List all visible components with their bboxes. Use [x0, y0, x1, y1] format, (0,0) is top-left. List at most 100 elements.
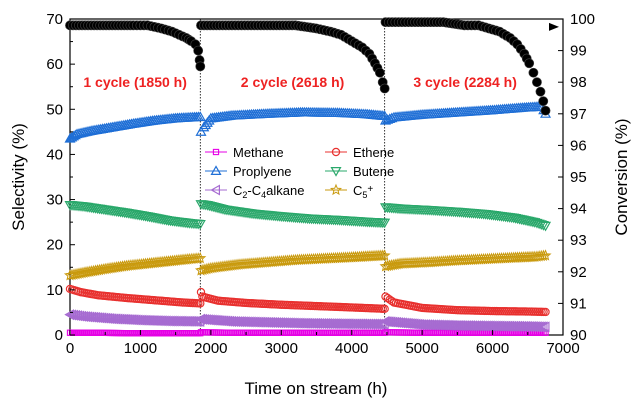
- data-point: [200, 262, 213, 275]
- data-point: [386, 112, 398, 123]
- data-point: [535, 321, 546, 333]
- data-point: [381, 292, 390, 301]
- legend-label: Methane: [233, 145, 284, 160]
- legend-item: C5+: [325, 183, 373, 200]
- plot-frame: [69, 18, 564, 336]
- x-tick-label: 7000: [546, 340, 579, 357]
- data-point: [379, 83, 390, 94]
- legend-marker: [329, 183, 343, 196]
- data-point: [388, 329, 395, 336]
- data-point: [541, 307, 550, 317]
- legend-label: C2-C4alkane: [233, 183, 304, 200]
- data-point: [539, 249, 552, 261]
- data-point: [72, 267, 85, 279]
- y-right-tick-label: 91: [570, 295, 587, 312]
- series-c2-c4alkane: [64, 309, 550, 333]
- legend-marker: [212, 148, 220, 156]
- data-point: [373, 318, 383, 330]
- legend-label: Ethene: [353, 145, 394, 160]
- data-point: [65, 268, 79, 281]
- legend-item: Methane: [205, 145, 284, 160]
- series-c5-: [63, 249, 552, 281]
- y-right-tick-label: 97: [570, 106, 587, 123]
- legend-label: Butene: [353, 164, 394, 179]
- y-left-tick-label: 70: [46, 11, 63, 28]
- data-point: [532, 77, 542, 88]
- legend-label: C5+: [353, 183, 373, 200]
- data-point: [374, 67, 385, 78]
- data-point: [375, 318, 385, 330]
- data-point: [63, 269, 77, 281]
- y-left-tick-label: 60: [46, 56, 63, 73]
- y-right-tick-label: 99: [570, 43, 587, 60]
- x-tick-label: 5000: [405, 340, 438, 357]
- data-point: [202, 262, 215, 274]
- cycle-label: 3 cycle (2284 h): [413, 74, 517, 90]
- series-proplyene: [64, 100, 552, 143]
- series-ethene: [65, 284, 550, 317]
- data-point: [535, 220, 547, 231]
- legend-item: Ethene: [325, 145, 394, 160]
- data-point: [380, 304, 389, 314]
- legend-item: Proplyene: [205, 164, 292, 179]
- cycle-label: 2 cycle (2618 h): [241, 74, 345, 90]
- data-point: [538, 96, 549, 107]
- data-point: [540, 105, 551, 116]
- y-left-tick-label: 0: [55, 327, 63, 344]
- data-point: [194, 251, 207, 264]
- data-point: [528, 67, 539, 78]
- data-point: [392, 329, 399, 336]
- data-point: [193, 45, 204, 56]
- data-point: [195, 61, 206, 72]
- data-point: [537, 221, 549, 231]
- data-point: [399, 329, 407, 336]
- data-point: [76, 266, 89, 279]
- data-point: [390, 329, 397, 336]
- data-point: [540, 221, 552, 232]
- y-right-tick-label: 92: [570, 264, 587, 281]
- data-point: [194, 264, 208, 276]
- data-point: [188, 315, 199, 327]
- data-point: [533, 321, 544, 333]
- legend-marker: [210, 165, 222, 175]
- data-point: [385, 295, 394, 304]
- y-left-tick-label: 10: [46, 282, 63, 299]
- data-point: [383, 293, 392, 303]
- data-point: [393, 329, 401, 336]
- y-axis-label-right: Conversion (%): [612, 118, 631, 235]
- x-tick-label: 4000: [335, 340, 368, 357]
- data-point: [379, 218, 391, 229]
- y-right-tick-label: 95: [570, 169, 587, 186]
- y-left-tick-label: 50: [46, 101, 63, 118]
- y-right-tick-label: 93: [570, 232, 587, 249]
- data-point: [196, 263, 209, 276]
- data-point: [70, 267, 83, 280]
- data-point: [405, 329, 412, 336]
- legend-item: Butene: [325, 164, 394, 179]
- y-right-tick-label: 96: [570, 137, 587, 154]
- y-axis-label-left: Selectivity (%): [9, 123, 28, 231]
- data-point: [395, 329, 403, 336]
- data-point: [194, 219, 206, 230]
- x-tick-label: 2000: [194, 340, 227, 357]
- y-right-tick-label: 98: [570, 74, 587, 91]
- x-axis-label: Time on stream (h): [245, 379, 388, 398]
- data-point: [524, 58, 535, 69]
- data-point: [198, 263, 211, 275]
- data-point: [397, 329, 405, 336]
- data-point: [403, 329, 410, 336]
- series-butene: [64, 200, 552, 232]
- cycle-label: 1 cycle (1850 h): [83, 74, 187, 90]
- series-methane: [66, 329, 549, 337]
- data-point: [384, 113, 396, 123]
- legend-label: Proplyene: [233, 164, 292, 179]
- x-tick-label: 3000: [265, 340, 298, 357]
- legend-marker: [331, 147, 341, 157]
- y-right-tick-label: 94: [570, 201, 587, 218]
- data-point: [378, 249, 391, 261]
- data-point: [67, 268, 81, 280]
- legend-marker: [210, 184, 220, 196]
- data-point: [74, 267, 87, 279]
- data-point: [537, 321, 548, 333]
